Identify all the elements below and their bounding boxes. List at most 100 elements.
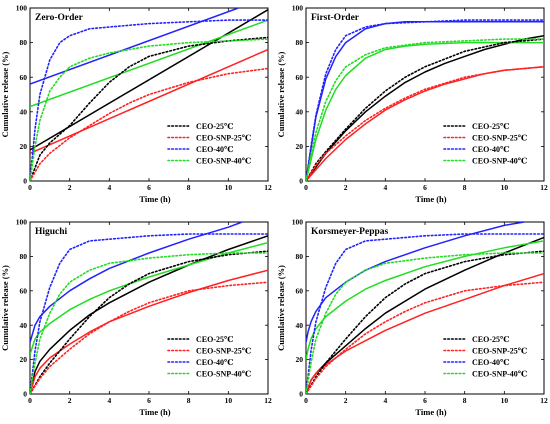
x-tick-label: 10 [501, 396, 509, 405]
x-tick-label: 2 [344, 183, 348, 192]
y-tick-label: 100 [292, 218, 304, 227]
x-tick-label: 0 [28, 183, 32, 192]
legend-label: CEO-SNP-40℃ [196, 370, 252, 379]
legend: CEO-25℃ CEO-SNP-25℃ CEO-40℃ CEO-SNP-40℃ [167, 122, 252, 166]
y-axis-label: Cumulative release (%) [0, 265, 10, 351]
x-tick-label: 6 [423, 183, 427, 192]
legend-label: CEO-25℃ [196, 335, 234, 344]
fit-line-ceo-snp-25- [30, 269, 268, 394]
x-tick-label: 4 [383, 183, 387, 192]
legend-label: CEO-SNP-40℃ [472, 370, 528, 379]
y-tick-label: 100 [16, 4, 28, 13]
legend-label: CEO-SNP-25℃ [472, 347, 528, 356]
y-tick-label: 40 [296, 321, 304, 330]
fit-line-ceo-40- [306, 222, 525, 343]
x-tick-label: 6 [423, 396, 427, 405]
x-tick-label: 12 [264, 396, 272, 405]
fit-line-ceo-snp-25- [306, 272, 544, 394]
fit-line-ceo-snp-40- [30, 19, 268, 108]
data-line-ceo-40- [30, 233, 268, 394]
x-axis-label: Time (h) [139, 407, 170, 417]
x-tick-label: 0 [304, 183, 308, 192]
plot-area [306, 222, 544, 394]
data-line-ceo-snp-40- [306, 38, 544, 181]
y-tick-label: 0 [23, 177, 27, 186]
data-line-ceo-40- [306, 233, 544, 394]
x-tick-label: 4 [107, 396, 111, 405]
x-tick-label: 4 [107, 183, 111, 192]
x-tick-label: 0 [28, 396, 32, 405]
legend-label: CEO-SNP-25℃ [196, 134, 252, 143]
legend-label: CEO-25℃ [472, 122, 510, 131]
x-tick-label: 12 [540, 396, 548, 405]
plot-area [306, 19, 544, 181]
data-line-ceo-40- [30, 19, 268, 181]
y-tick-label: 0 [299, 177, 303, 186]
legend-label: CEO-SNP-25℃ [472, 134, 528, 143]
data-line-ceo-snp-25- [306, 281, 544, 394]
data-line-ceo-25- [306, 38, 544, 181]
chart-panel-1: 0 2 4 6 8 10 12 0 20 40 60 80 100 Time (h) Cumulative … [0, 4, 272, 204]
data-line-ceo-40- [306, 19, 544, 181]
x-axis-label: Time (h) [139, 194, 170, 204]
legend-label: CEO-25℃ [196, 122, 234, 131]
chart-panel-3: 0 2 4 6 8 10 12 0 20 40 60 80 100 Time (h) Cumulative … [0, 218, 272, 417]
x-tick-label: 12 [264, 183, 272, 192]
y-tick-label: 60 [20, 286, 28, 295]
data-line-ceo-25- [30, 250, 268, 394]
legend-label: CEO-25℃ [472, 335, 510, 344]
fit-line-ceo-snp-25- [306, 66, 544, 181]
x-tick-label: 10 [501, 183, 509, 192]
y-tick-label: 20 [20, 142, 28, 151]
x-tick-label: 8 [187, 183, 191, 192]
x-tick-label: 8 [463, 396, 467, 405]
legend: CEO-25℃ CEO-SNP-25℃ CEO-40℃ CEO-SNP-40℃ [443, 335, 528, 379]
chart-panel-2: 0 2 4 6 8 10 12 0 20 40 60 80 100 Time (h) Cumulative … [276, 4, 548, 204]
x-tick-label: 4 [383, 396, 387, 405]
y-tick-label: 40 [296, 107, 304, 116]
y-tick-label: 80 [296, 38, 304, 47]
y-tick-label: 0 [299, 390, 303, 399]
legend-label: CEO-SNP-25℃ [196, 347, 252, 356]
y-tick-label: 20 [20, 355, 28, 364]
data-line-ceo-snp-40- [30, 38, 268, 181]
fit-line-ceo-25- [30, 235, 268, 394]
y-tick-label: 60 [296, 286, 304, 295]
x-tick-label: 6 [147, 396, 151, 405]
y-tick-label: 100 [292, 4, 304, 13]
data-line-ceo-snp-25- [30, 67, 268, 181]
y-tick-label: 40 [20, 321, 28, 330]
legend: CEO-25℃ CEO-SNP-25℃ CEO-40℃ CEO-SNP-40℃ [167, 335, 252, 379]
fit-line-ceo-snp-40- [306, 41, 544, 181]
y-tick-label: 80 [296, 252, 304, 261]
y-tick-label: 20 [296, 355, 304, 364]
y-tick-label: 60 [20, 73, 28, 82]
y-tick-label: 20 [296, 142, 304, 151]
legend-label: CEO-40℃ [472, 358, 510, 367]
x-tick-label: 6 [147, 183, 151, 192]
x-axis-label: Time (h) [415, 194, 446, 204]
data-line-ceo-snp-25- [306, 66, 544, 181]
fit-line-ceo-25- [306, 34, 544, 181]
x-tick-label: 0 [304, 396, 308, 405]
plot-area [30, 222, 268, 394]
x-tick-label: 2 [68, 183, 72, 192]
x-tick-label: 2 [344, 396, 348, 405]
y-axis-label: Cumulative release (%) [0, 51, 10, 137]
chart-panel-4: 0 2 4 6 8 10 12 0 20 40 60 80 100 Time (h) Cumulative … [276, 218, 548, 417]
plot-area [30, 8, 268, 181]
y-tick-label: 0 [23, 390, 27, 399]
y-tick-label: 60 [296, 73, 304, 82]
data-line-ceo-snp-25- [30, 281, 268, 394]
x-tick-label: 10 [225, 396, 233, 405]
x-axis-label: Time (h) [415, 407, 446, 417]
legend-label: CEO-40℃ [196, 145, 234, 154]
data-line-ceo-25- [306, 250, 544, 394]
x-tick-label: 10 [225, 183, 233, 192]
data-line-ceo-snp-40- [306, 252, 544, 394]
legend-label: CEO-SNP-40℃ [196, 157, 252, 166]
legend-label: CEO-40℃ [472, 145, 510, 154]
x-tick-label: 2 [68, 396, 72, 405]
y-tick-label: 80 [20, 38, 28, 47]
panel-title: Zero-Order [35, 13, 84, 23]
